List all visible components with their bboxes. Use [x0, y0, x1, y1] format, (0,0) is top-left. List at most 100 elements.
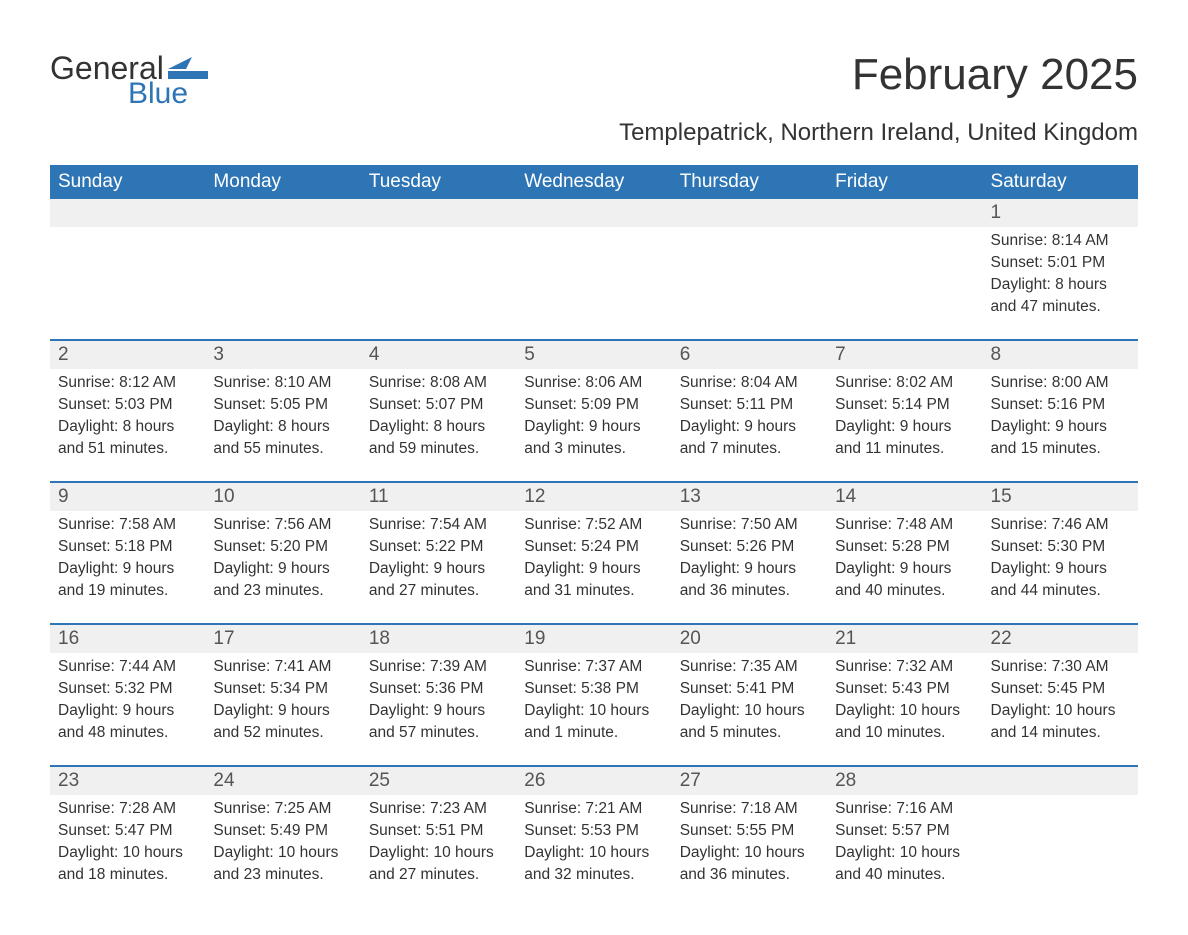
- day-daylight2-text: and 40 minutes.: [835, 865, 974, 886]
- day-sunrise-text: Sunrise: 7:16 AM: [835, 799, 974, 820]
- day-detail: [205, 227, 360, 327]
- day-detail: Sunrise: 7:48 AMSunset: 5:28 PMDaylight:…: [827, 511, 982, 611]
- day-detail: Sunrise: 8:02 AMSunset: 5:14 PMDaylight:…: [827, 369, 982, 469]
- day-daylight1-text: Daylight: 9 hours: [524, 417, 663, 438]
- day-sunset-text: Sunset: 5:03 PM: [58, 395, 197, 416]
- day-daylight2-text: and 31 minutes.: [524, 581, 663, 602]
- calendar-week: 232425262728Sunrise: 7:28 AMSunset: 5:47…: [50, 765, 1138, 895]
- day-number: 9: [50, 483, 205, 511]
- day-daylight2-text: and 19 minutes.: [58, 581, 197, 602]
- day-detail: Sunrise: 7:37 AMSunset: 5:38 PMDaylight:…: [516, 653, 671, 753]
- day-number: 21: [827, 625, 982, 653]
- day-sunset-text: Sunset: 5:30 PM: [991, 537, 1130, 558]
- day-sunset-text: Sunset: 5:09 PM: [524, 395, 663, 416]
- day-detail: Sunrise: 7:18 AMSunset: 5:55 PMDaylight:…: [672, 795, 827, 895]
- day-detail: [50, 227, 205, 327]
- day-sunrise-text: Sunrise: 8:10 AM: [213, 373, 352, 394]
- top-header: General Blue February 2025: [50, 50, 1138, 111]
- weekday-header: Sunday: [50, 165, 205, 199]
- day-detail: [983, 795, 1138, 895]
- day-number-row: 232425262728: [50, 765, 1138, 795]
- day-daylight1-text: Daylight: 9 hours: [213, 701, 352, 722]
- day-daylight2-text: and 57 minutes.: [369, 723, 508, 744]
- day-detail: Sunrise: 8:00 AMSunset: 5:16 PMDaylight:…: [983, 369, 1138, 469]
- day-number: 24: [205, 767, 360, 795]
- weekday-header-row: Sunday Monday Tuesday Wednesday Thursday…: [50, 165, 1138, 199]
- day-sunrise-text: Sunrise: 7:37 AM: [524, 657, 663, 678]
- day-detail: Sunrise: 7:58 AMSunset: 5:18 PMDaylight:…: [50, 511, 205, 611]
- day-number: 2: [50, 341, 205, 369]
- day-detail: Sunrise: 8:06 AMSunset: 5:09 PMDaylight:…: [516, 369, 671, 469]
- weekday-header: Wednesday: [516, 165, 671, 199]
- day-detail-row: Sunrise: 8:12 AMSunset: 5:03 PMDaylight:…: [50, 369, 1138, 469]
- day-daylight2-text: and 48 minutes.: [58, 723, 197, 744]
- day-number: [50, 199, 205, 227]
- day-sunrise-text: Sunrise: 8:02 AM: [835, 373, 974, 394]
- day-daylight1-text: Daylight: 8 hours: [213, 417, 352, 438]
- day-detail: Sunrise: 7:54 AMSunset: 5:22 PMDaylight:…: [361, 511, 516, 611]
- page-title: February 2025: [852, 50, 1138, 100]
- calendar-week: 16171819202122Sunrise: 7:44 AMSunset: 5:…: [50, 623, 1138, 753]
- day-sunset-text: Sunset: 5:57 PM: [835, 821, 974, 842]
- day-daylight1-text: Daylight: 9 hours: [369, 701, 508, 722]
- day-daylight1-text: Daylight: 9 hours: [369, 559, 508, 580]
- day-detail-row: Sunrise: 8:14 AMSunset: 5:01 PMDaylight:…: [50, 227, 1138, 327]
- day-number: 26: [516, 767, 671, 795]
- day-sunset-text: Sunset: 5:26 PM: [680, 537, 819, 558]
- day-daylight1-text: Daylight: 10 hours: [524, 843, 663, 864]
- day-number: 22: [983, 625, 1138, 653]
- day-number: 8: [983, 341, 1138, 369]
- day-number: 4: [361, 341, 516, 369]
- day-number: 3: [205, 341, 360, 369]
- day-daylight2-text: and 5 minutes.: [680, 723, 819, 744]
- day-sunrise-text: Sunrise: 7:52 AM: [524, 515, 663, 536]
- day-sunset-text: Sunset: 5:07 PM: [369, 395, 508, 416]
- day-sunset-text: Sunset: 5:24 PM: [524, 537, 663, 558]
- day-sunrise-text: Sunrise: 7:44 AM: [58, 657, 197, 678]
- calendar-week: 9101112131415Sunrise: 7:58 AMSunset: 5:1…: [50, 481, 1138, 611]
- day-sunset-text: Sunset: 5:14 PM: [835, 395, 974, 416]
- day-sunset-text: Sunset: 5:20 PM: [213, 537, 352, 558]
- day-daylight1-text: Daylight: 9 hours: [680, 559, 819, 580]
- day-daylight1-text: Daylight: 8 hours: [991, 275, 1130, 296]
- day-number: 23: [50, 767, 205, 795]
- day-detail: Sunrise: 8:10 AMSunset: 5:05 PMDaylight:…: [205, 369, 360, 469]
- day-sunset-text: Sunset: 5:05 PM: [213, 395, 352, 416]
- day-daylight2-text: and 7 minutes.: [680, 439, 819, 460]
- day-sunrise-text: Sunrise: 8:06 AM: [524, 373, 663, 394]
- day-daylight2-text: and 11 minutes.: [835, 439, 974, 460]
- day-detail: Sunrise: 7:16 AMSunset: 5:57 PMDaylight:…: [827, 795, 982, 895]
- day-detail: [516, 227, 671, 327]
- day-detail: Sunrise: 7:41 AMSunset: 5:34 PMDaylight:…: [205, 653, 360, 753]
- day-detail: [827, 227, 982, 327]
- day-detail: Sunrise: 7:56 AMSunset: 5:20 PMDaylight:…: [205, 511, 360, 611]
- day-daylight2-text: and 51 minutes.: [58, 439, 197, 460]
- day-sunset-text: Sunset: 5:38 PM: [524, 679, 663, 700]
- day-detail: Sunrise: 7:35 AMSunset: 5:41 PMDaylight:…: [672, 653, 827, 753]
- day-sunset-text: Sunset: 5:47 PM: [58, 821, 197, 842]
- weekday-header: Friday: [827, 165, 982, 199]
- day-sunrise-text: Sunrise: 8:14 AM: [991, 231, 1130, 252]
- day-number-row: 2345678: [50, 339, 1138, 369]
- day-daylight1-text: Daylight: 9 hours: [680, 417, 819, 438]
- day-sunset-text: Sunset: 5:32 PM: [58, 679, 197, 700]
- day-daylight2-text: and 27 minutes.: [369, 581, 508, 602]
- day-daylight2-text: and 44 minutes.: [991, 581, 1130, 602]
- calendar-week: 2345678Sunrise: 8:12 AMSunset: 5:03 PMDa…: [50, 339, 1138, 469]
- day-daylight1-text: Daylight: 9 hours: [835, 417, 974, 438]
- logo: General Blue: [50, 50, 208, 111]
- weekday-header: Tuesday: [361, 165, 516, 199]
- day-daylight2-text: and 14 minutes.: [991, 723, 1130, 744]
- day-sunset-text: Sunset: 5:22 PM: [369, 537, 508, 558]
- day-daylight1-text: Daylight: 8 hours: [369, 417, 508, 438]
- day-detail: Sunrise: 7:50 AMSunset: 5:26 PMDaylight:…: [672, 511, 827, 611]
- day-detail: Sunrise: 7:44 AMSunset: 5:32 PMDaylight:…: [50, 653, 205, 753]
- day-detail: Sunrise: 7:39 AMSunset: 5:36 PMDaylight:…: [361, 653, 516, 753]
- day-number: 12: [516, 483, 671, 511]
- day-number: 28: [827, 767, 982, 795]
- day-sunset-text: Sunset: 5:18 PM: [58, 537, 197, 558]
- day-sunrise-text: Sunrise: 8:04 AM: [680, 373, 819, 394]
- day-daylight2-text: and 59 minutes.: [369, 439, 508, 460]
- day-daylight1-text: Daylight: 9 hours: [524, 559, 663, 580]
- day-detail: Sunrise: 7:32 AMSunset: 5:43 PMDaylight:…: [827, 653, 982, 753]
